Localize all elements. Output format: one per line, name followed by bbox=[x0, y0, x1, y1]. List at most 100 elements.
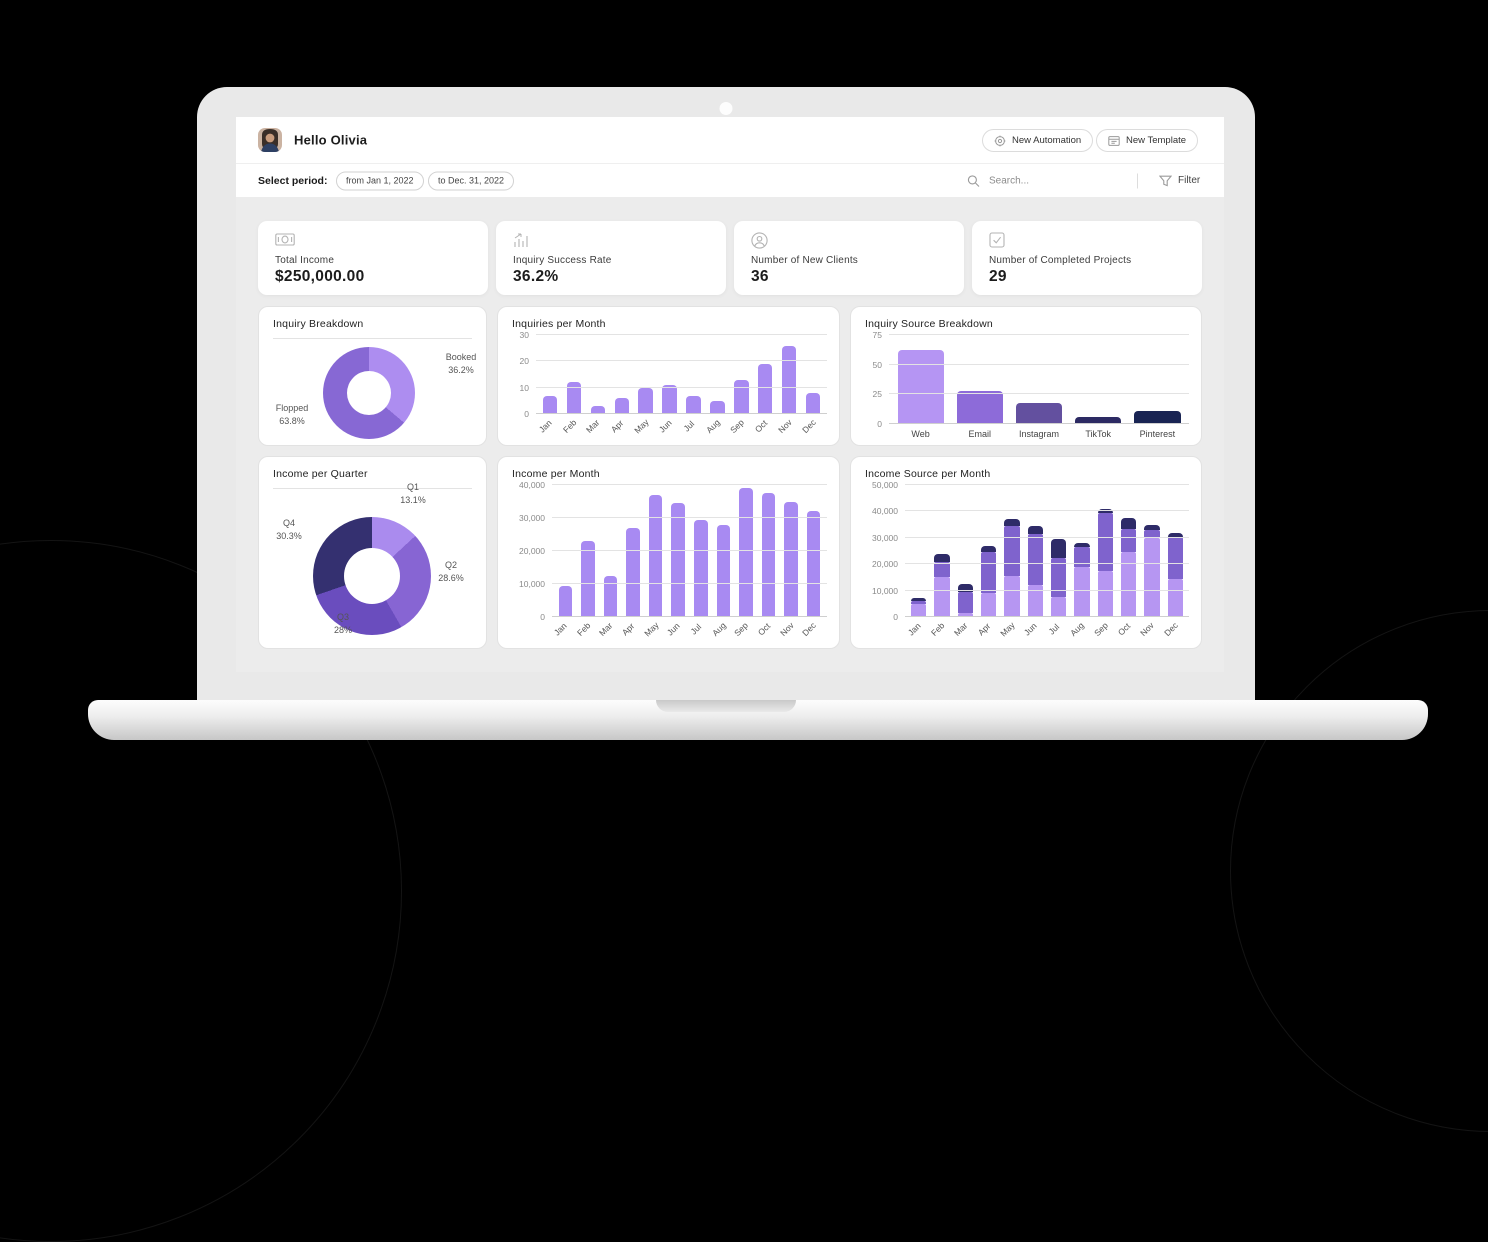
bar-segment bbox=[934, 561, 950, 578]
bar-segment bbox=[1120, 528, 1137, 553]
new-automation-label: New Automation bbox=[1012, 135, 1082, 146]
gridline bbox=[889, 423, 1189, 424]
x-axis-label: Feb bbox=[575, 617, 600, 642]
x-axis-label: Jul bbox=[1047, 617, 1070, 642]
bar-mar bbox=[603, 575, 618, 617]
donut-label-q3: Q3 28% bbox=[307, 611, 379, 637]
filter-button[interactable]: Filter bbox=[1153, 174, 1206, 188]
inquiries-per-month-card: Inquiries per Month 0 10 20 30 Jan Feb Mar Apr M… bbox=[497, 306, 840, 446]
filter-bar: Select period: from Jan 1, 2022 to Dec. … bbox=[236, 164, 1224, 198]
inquiry-breakdown-card: Inquiry Breakdown Booked 36.2% Flopped 63.8… bbox=[258, 306, 487, 446]
bar-feb bbox=[581, 541, 595, 617]
bar-sep bbox=[734, 379, 749, 414]
bar-segment bbox=[980, 545, 997, 553]
bar-nov bbox=[784, 501, 798, 617]
x-axis-label: Apr bbox=[609, 414, 634, 439]
bar-slot bbox=[1128, 335, 1187, 424]
y-axis-label: 40,000 bbox=[519, 480, 545, 490]
x-axis-label: May bbox=[998, 617, 1023, 642]
slice-percent: 30.3% bbox=[276, 531, 302, 542]
y-axis-label: 30,000 bbox=[872, 532, 898, 543]
bar-jul bbox=[686, 395, 701, 414]
x-axis-label: Aug bbox=[1068, 617, 1093, 642]
dashboard-screen: Hello Olivia New Automation N bbox=[236, 117, 1224, 672]
laptop-lid: Hello Olivia New Automation N bbox=[197, 87, 1255, 700]
person-circle-icon bbox=[751, 232, 771, 249]
x-axis-label-text: Jun bbox=[665, 620, 682, 638]
bar-slot bbox=[954, 485, 977, 617]
x-axis-label: Jul bbox=[689, 617, 712, 642]
x-axis-label: Nov bbox=[1138, 617, 1163, 642]
x-axis-label-text: Apr bbox=[975, 620, 993, 638]
kpi-value: 36 bbox=[751, 268, 769, 285]
new-automation-button[interactable]: New Automation bbox=[982, 129, 1094, 152]
kpi-total-income: Total Income $250,000.00 bbox=[258, 221, 488, 295]
bar-slot bbox=[753, 335, 777, 414]
gridline bbox=[889, 334, 1189, 335]
gridline bbox=[889, 363, 1189, 365]
x-axis-label-text: Jul bbox=[688, 621, 704, 637]
new-template-button[interactable]: New Template bbox=[1096, 129, 1199, 152]
bar-slot bbox=[1070, 485, 1093, 617]
bar-slot bbox=[712, 485, 735, 617]
gridline bbox=[552, 550, 827, 551]
stacked-bar-nov bbox=[1144, 485, 1160, 617]
bar-segment bbox=[910, 603, 927, 617]
date-to-chip[interactable]: to Dec. 31, 2022 bbox=[428, 171, 515, 190]
gridline bbox=[536, 334, 827, 335]
chart-title: Inquiries per Month bbox=[512, 318, 606, 330]
bar-slot bbox=[1094, 485, 1117, 617]
x-axis-label: May bbox=[632, 414, 658, 439]
x-axis-label: Dec bbox=[1162, 617, 1187, 642]
background-curve bbox=[1230, 610, 1488, 1132]
bar-mar bbox=[590, 406, 605, 414]
x-axis-label: Oct bbox=[752, 414, 777, 439]
bar-slot bbox=[682, 335, 706, 414]
x-axis-label-text: TikTok bbox=[1085, 429, 1112, 439]
slice-percent: 36.2% bbox=[448, 365, 474, 376]
stacked-bar-mar bbox=[957, 485, 974, 617]
x-axis-label-text: Sep bbox=[727, 417, 746, 436]
bar-oct bbox=[758, 363, 773, 414]
y-axis-label: 30,000 bbox=[519, 513, 545, 523]
bar-dec bbox=[805, 392, 821, 414]
bar-slot bbox=[622, 485, 645, 617]
bar-slot bbox=[1047, 485, 1070, 617]
bar-dec bbox=[806, 511, 821, 617]
bar-segment bbox=[1074, 547, 1090, 567]
bar-slot bbox=[586, 335, 610, 414]
greeting-text: Hello Olivia bbox=[294, 132, 368, 148]
x-axis-label-text: Apr bbox=[620, 620, 637, 638]
kpi-new-clients: Number of New Clients 36 bbox=[734, 221, 964, 295]
bar-slot bbox=[1024, 485, 1047, 617]
avatar[interactable] bbox=[258, 128, 282, 152]
bar-slot bbox=[705, 335, 729, 414]
dashboard-main: Total Income $250,000.00 Inquiry Success… bbox=[236, 197, 1224, 672]
x-axis-label-text: Oct bbox=[755, 620, 773, 638]
income-per-month-card: Income per Month 0 10,000 20,000 30,000 40,0… bbox=[497, 456, 840, 649]
bar-jan bbox=[558, 585, 573, 617]
bar-segment bbox=[957, 591, 974, 614]
donut-chart: Q1 13.1% Q2 28.6% Q3 28% Q4 30.3% bbox=[259, 457, 486, 648]
bar-segment bbox=[1097, 512, 1113, 571]
x-axis-label: Aug bbox=[704, 414, 729, 439]
x-axis-label-text: Aug bbox=[1068, 620, 1087, 639]
gridline bbox=[552, 517, 827, 518]
stacked-bar-feb bbox=[934, 485, 950, 617]
stacked-bar-apr bbox=[980, 485, 997, 617]
x-axis-label: Feb bbox=[929, 617, 953, 642]
y-axis-label: 50,000 bbox=[872, 480, 898, 490]
kpi-label: Total Income bbox=[275, 255, 335, 266]
date-from-chip[interactable]: from Jan 1, 2022 bbox=[336, 171, 424, 190]
banknote-icon bbox=[275, 232, 295, 248]
stacked-bar-oct bbox=[1120, 485, 1137, 617]
stacked-bar-may bbox=[1004, 485, 1020, 617]
x-axis-label-text: Email bbox=[968, 429, 992, 439]
bar-slot bbox=[610, 335, 634, 414]
bar-apr bbox=[614, 398, 629, 414]
bar-slot bbox=[735, 485, 758, 617]
gridline bbox=[905, 484, 1189, 485]
kpi-label: Number of New Clients bbox=[751, 255, 859, 266]
search-input[interactable] bbox=[987, 174, 1121, 187]
x-axis-label: Jun bbox=[1022, 617, 1047, 642]
